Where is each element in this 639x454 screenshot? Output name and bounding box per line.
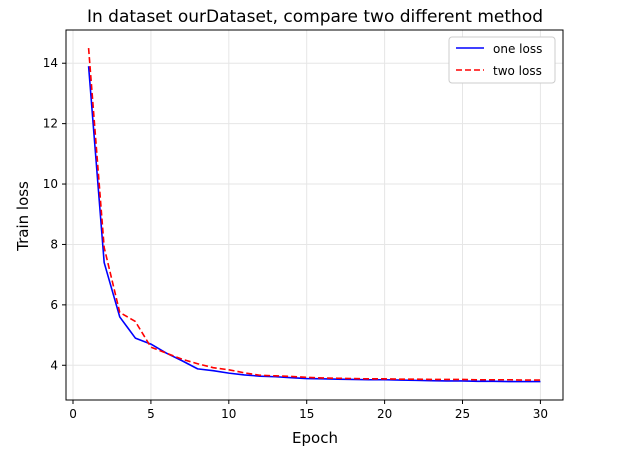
y-tick-label: 4 [50,358,58,372]
y-tick-label: 10 [43,177,58,191]
y-tick-label: 12 [43,117,58,131]
x-tick-label: 0 [69,407,77,421]
y-tick-label: 8 [50,237,58,251]
chart-title: In dataset ourDataset, compare two diffe… [87,7,543,27]
series-layer [87,48,541,383]
y-tick-label: 6 [50,298,58,312]
x-tick-label: 30 [533,407,548,421]
plot-frame [65,29,564,401]
grid [66,30,563,400]
y-axis-label: Train loss [14,181,32,252]
x-tick-label: 10 [221,407,236,421]
series-line-two-loss [87,48,541,381]
x-tick-label: 20 [377,407,392,421]
legend: one loss two loss [448,36,556,84]
x-axis-label: Epoch [292,429,338,447]
ticks: 0 5 10 15 20 25 30 4 6 8 10 12 14 [43,56,548,421]
legend-label-one-loss: one loss [493,42,542,56]
x-tick-label: 15 [299,407,314,421]
x-tick-label: 25 [455,407,470,421]
x-tick-label: 5 [147,407,155,421]
legend-label-two-loss: two loss [493,64,542,78]
series-line-one-loss [87,66,541,383]
y-tick-label: 14 [43,56,58,70]
